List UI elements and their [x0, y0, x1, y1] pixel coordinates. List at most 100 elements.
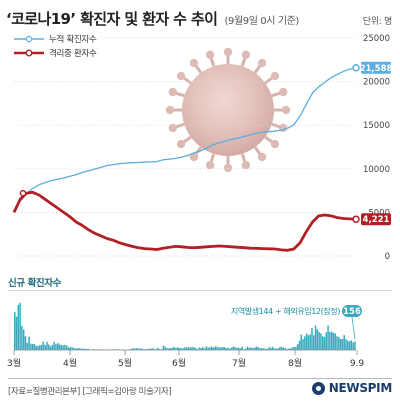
daily-bar: [291, 347, 294, 350]
daily-bar: [205, 346, 208, 350]
x-tick-label: 4월: [63, 357, 77, 369]
y-tick-label: 0: [385, 252, 390, 262]
daily-bar: [207, 347, 209, 350]
daily-bar: [296, 344, 299, 350]
virus-spike-tip: [241, 50, 251, 60]
daily-bar: [325, 332, 328, 350]
daily-bar: [248, 347, 251, 350]
daily-bar: [252, 348, 254, 350]
daily-bar: [218, 347, 220, 350]
daily-bar: [169, 348, 172, 350]
daily-bar: [53, 341, 55, 350]
legend-swatch-isolated: [14, 49, 44, 57]
daily-bar: [160, 349, 163, 350]
daily-bar: [76, 348, 79, 350]
daily-bar: [62, 345, 64, 350]
daily-bar: [182, 348, 184, 350]
virus-spike-tip: [270, 139, 280, 149]
daily-bar: [284, 348, 286, 350]
daily-bar: [255, 346, 258, 350]
daily-latest-badge-bg: [342, 305, 362, 317]
upper-chart-series: 21,588 4,221: [12, 61, 392, 252]
daily-bar: [332, 332, 335, 350]
daily-bar: [230, 347, 233, 350]
x-tick-label: 8월: [288, 357, 302, 369]
daily-bar: [148, 348, 150, 350]
virus-spike-tip: [168, 87, 178, 97]
daily-bar: [60, 345, 63, 350]
daily-bar: [82, 348, 84, 350]
daily-bar: [153, 349, 156, 350]
daily-bar: [185, 347, 188, 350]
daily-bar: [40, 344, 43, 350]
x-tick-label: 9.9: [350, 359, 365, 369]
daily-bar: [14, 311, 16, 350]
upper-chart-grid: [14, 37, 356, 257]
daily-bar: [33, 344, 36, 350]
virus-spike-tip: [257, 58, 267, 68]
daily-bar: [277, 348, 279, 350]
daily-bar: [318, 332, 320, 350]
daily-bar: [279, 347, 281, 350]
y-tick-label: 10000: [363, 165, 390, 175]
daily-bar: [270, 347, 272, 350]
footer-credits: [자료=질병관리본부] [그래픽=김아랑 미술기자]: [8, 387, 172, 397]
virus-spike-tip: [168, 123, 178, 133]
chart-subtitle: (9월9일 0시 기준): [224, 16, 299, 27]
daily-bar: [237, 347, 240, 350]
daily-bar: [323, 336, 326, 350]
daily-bar: [28, 336, 30, 350]
daily-bar: [162, 345, 165, 350]
x-tick-label: 7월: [232, 357, 246, 369]
daily-bar: [157, 347, 159, 350]
daily-bar: [15, 316, 18, 350]
daily-bar: [203, 348, 206, 350]
daily-bar: [176, 347, 179, 350]
series-end-marker-0: [352, 64, 360, 72]
daily-bar: [221, 347, 224, 350]
daily-bar: [164, 346, 166, 350]
daily-bar: [246, 346, 249, 350]
legend: 누적 확진자수 격리중 환자수: [14, 32, 97, 60]
daily-bar: [139, 348, 141, 350]
virus-spike-tip: [205, 160, 215, 170]
daily-bar: [171, 347, 174, 350]
daily-bar: [30, 343, 32, 350]
daily-bar: [321, 336, 324, 350]
daily-bar: [178, 347, 181, 350]
daily-bar: [24, 336, 27, 350]
daily-latest-value: 156: [343, 307, 361, 317]
daily-bar: [19, 302, 21, 350]
series-line-1: [12, 190, 357, 252]
daily-bar: [232, 346, 234, 350]
daily-bar: [42, 341, 45, 350]
series-line-0: [13, 67, 357, 212]
legend-swatch-cumulative: [14, 35, 44, 43]
daily-bar: [196, 349, 199, 350]
daily-bar: [85, 349, 88, 350]
daily-bar: [142, 349, 145, 350]
newspim-logo-text: NEWSPIM: [328, 381, 393, 395]
daily-bar: [191, 346, 193, 350]
daily-bar: [21, 325, 23, 350]
daily-bar: [354, 341, 356, 350]
daily-bar: [37, 345, 39, 350]
daily-bar: [83, 348, 86, 350]
daily-bar: [202, 347, 204, 350]
daily-latest-badge: 156: [342, 305, 362, 340]
daily-bar: [133, 348, 136, 350]
chart-title: ‘코로나19’ 확진자 및 환자 수 추이: [6, 10, 218, 28]
daily-bar: [330, 331, 333, 350]
daily-bar: [80, 348, 82, 350]
daily-bar: [347, 340, 349, 350]
virus-spike-tip: [257, 152, 267, 162]
virus-spike-tip: [205, 50, 215, 60]
daily-bar: [55, 344, 57, 350]
daily-bar: [298, 340, 301, 350]
daily-bar: [67, 347, 70, 350]
daily-bar: [289, 348, 292, 350]
unit-label: 단위: 명: [362, 17, 393, 27]
daily-annotation: 지역발생144 + 해외유입12(잠정): [230, 307, 340, 316]
daily-bar: [305, 333, 308, 350]
series-end-badge-1: [361, 213, 391, 226]
